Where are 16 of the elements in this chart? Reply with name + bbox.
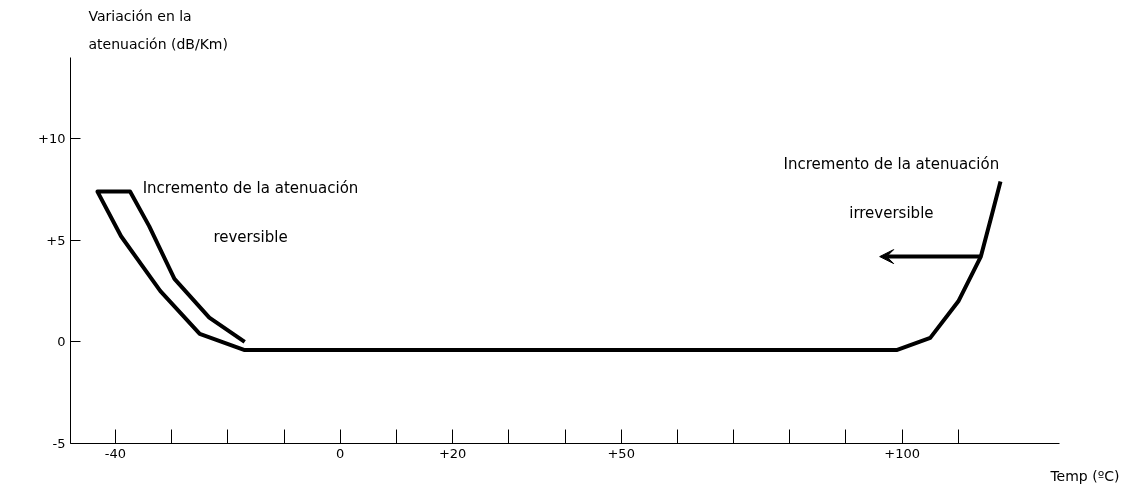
x-axis-title: Temp (ºC) — [1049, 467, 1120, 484]
annotation: irreversible — [849, 203, 934, 222]
y-tick-label: 0 — [57, 334, 66, 350]
annotation: Incremento de la atenuación — [142, 179, 359, 198]
x-tick-label: -40 — [104, 445, 127, 461]
x-tick-label: +100 — [884, 445, 921, 461]
y-tick-label: -5 — [52, 436, 66, 451]
x-tick-label: +50 — [607, 445, 635, 461]
y-tick-label: +5 — [46, 232, 66, 248]
x-tick-label: +20 — [438, 445, 467, 461]
annotation: reversible — [213, 228, 288, 247]
y-axis-title: Variación en la atenuación (dB/Km) — [88, 7, 228, 53]
y-tick-label: +10 — [38, 131, 66, 147]
x-tick-label: 0 — [336, 445, 345, 461]
annotation: Incremento de la atenuación — [783, 155, 1000, 174]
line-series — [95, 179, 1003, 353]
